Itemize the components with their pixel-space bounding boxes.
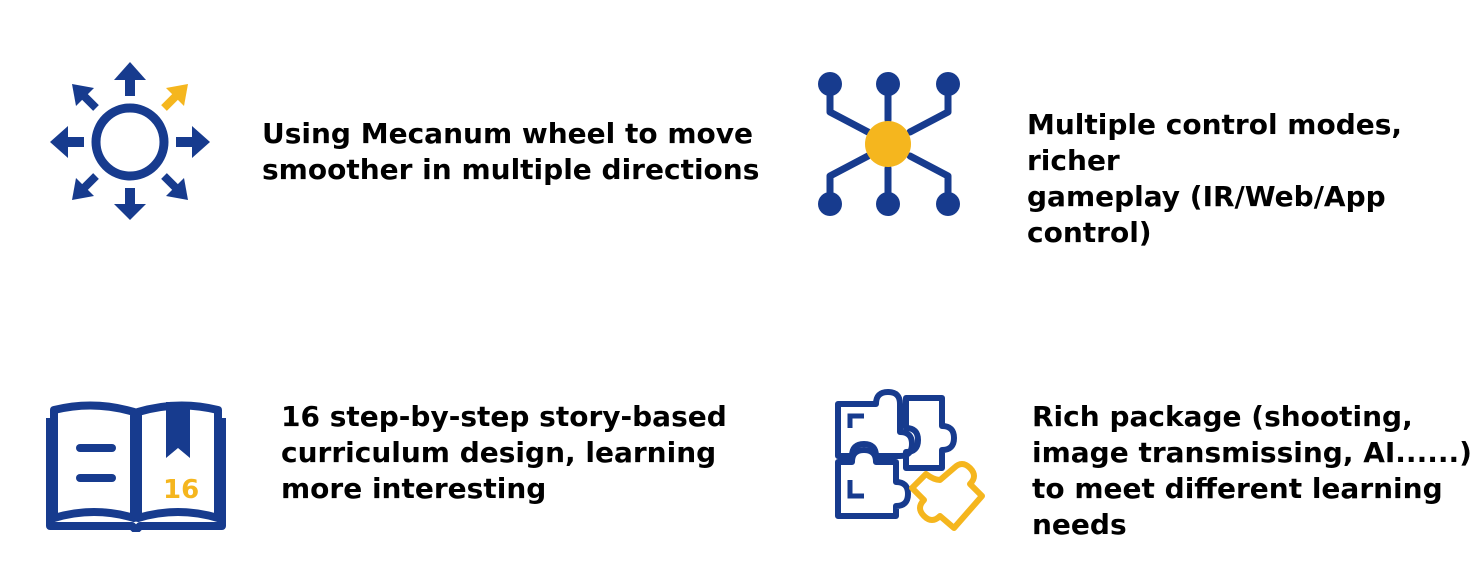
- feature-mecanum-text: Using Mecanum wheel to move smoother in …: [262, 117, 760, 186]
- move-directions-icon: [48, 60, 212, 224]
- feature-curriculum-text: 16 step-by-step story-based curriculum d…: [281, 400, 727, 505]
- feature-control-modes-text: Multiple control modes, richer gameplay …: [1027, 108, 1403, 249]
- feature-package-text: Rich package (shooting, image transmissi…: [1032, 400, 1472, 541]
- curriculum-book-icon: 16: [46, 398, 226, 532]
- puzzle-icon: [830, 388, 990, 548]
- control-modes-icon: [810, 64, 970, 224]
- curriculum-count-badge: 16: [163, 475, 199, 505]
